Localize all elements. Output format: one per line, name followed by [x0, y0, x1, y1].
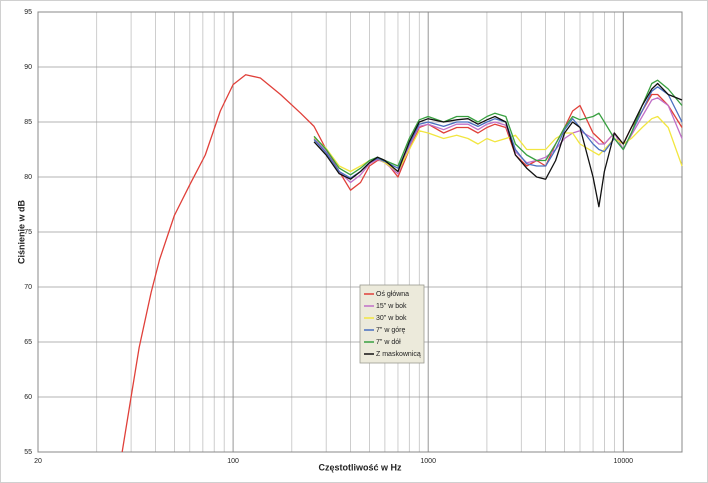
legend-label: 7" w dół — [376, 339, 401, 346]
y-tick-label: 95 — [24, 9, 32, 16]
x-tick-label: 20 — [34, 458, 42, 465]
x-tick-label: 100 — [227, 458, 239, 465]
legend: Oś główna 15" w bok 30" w bok 7" w górę 7" w… — [359, 284, 425, 364]
x-axis-title: Częstotliwość w Hz — [318, 462, 402, 472]
legend-label: Oś główna — [376, 291, 409, 298]
y-tick-label: 65 — [24, 339, 32, 346]
x-tick-label: 1000 — [420, 458, 436, 465]
series-line — [121, 74, 683, 453]
legend-label: 15" w bok — [376, 303, 407, 310]
y-tick-label: 55 — [24, 449, 32, 456]
legend-box — [359, 284, 425, 364]
y-tick-label: 85 — [24, 119, 32, 126]
series-line — [313, 82, 683, 208]
plot-frame — [37, 11, 683, 453]
x-tick-label: 10000 — [614, 458, 634, 465]
legend-label: 30" w bok — [376, 315, 407, 322]
legend-label: 7" w górę — [376, 327, 405, 334]
y-tick-label: 90 — [24, 64, 32, 71]
y-tick-label: 60 — [24, 394, 32, 401]
y-axis-title: Ciśnienie w dB — [16, 199, 26, 264]
legend-label: Z maskownicą — [376, 351, 421, 358]
labels: 55 60 65 70 75 80 85 90 95 20 100 1000 10000 — [24, 9, 633, 465]
lines — [121, 74, 683, 453]
y-tick-label: 75 — [24, 229, 32, 236]
y-tick-label: 80 — [24, 174, 32, 181]
y-tick-label: 70 — [24, 284, 32, 291]
